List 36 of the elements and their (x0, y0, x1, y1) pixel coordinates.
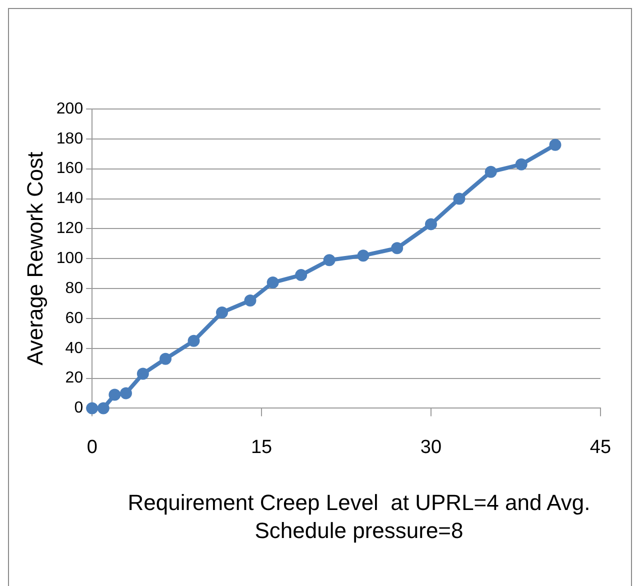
y-tick-label: 180 (56, 130, 84, 148)
point (453, 192, 466, 205)
point (515, 158, 528, 170)
y-tick-label: 160 (56, 160, 84, 178)
x-tick-label: 0 (86, 436, 98, 458)
point (244, 294, 256, 306)
y-tick-label: 20 (65, 370, 84, 387)
x-tick-label: 45 (590, 436, 612, 458)
point (136, 368, 149, 380)
point (424, 218, 437, 230)
y-tick-label: 140 (56, 190, 84, 208)
x-tick-label: 30 (420, 436, 442, 458)
point (97, 402, 110, 414)
y-axis-title: Average Rework Cost (22, 152, 48, 366)
point (266, 276, 279, 289)
point (391, 242, 404, 254)
y-tick-label: 200 (56, 100, 84, 118)
point (216, 306, 228, 318)
y-tick-label: 0 (74, 400, 84, 417)
y-tick-label: 100 (56, 250, 84, 268)
point (188, 334, 200, 347)
point (120, 387, 132, 400)
point (549, 138, 562, 151)
y-tick-label: 40 (65, 340, 84, 357)
point (484, 166, 497, 178)
y-tick-label: 60 (65, 310, 84, 327)
point (108, 388, 121, 401)
point (295, 269, 308, 282)
point (86, 402, 98, 414)
x-tick-label: 15 (250, 436, 272, 458)
point (357, 250, 370, 262)
point (160, 352, 172, 365)
point (323, 254, 336, 266)
y-tick-label: 80 (65, 280, 84, 297)
y-tick-label: 120 (56, 220, 84, 238)
x-axis-title: Requirement Creep Level at UPRL=4 and Avg. Schedule pressure=8 (126, 489, 592, 545)
